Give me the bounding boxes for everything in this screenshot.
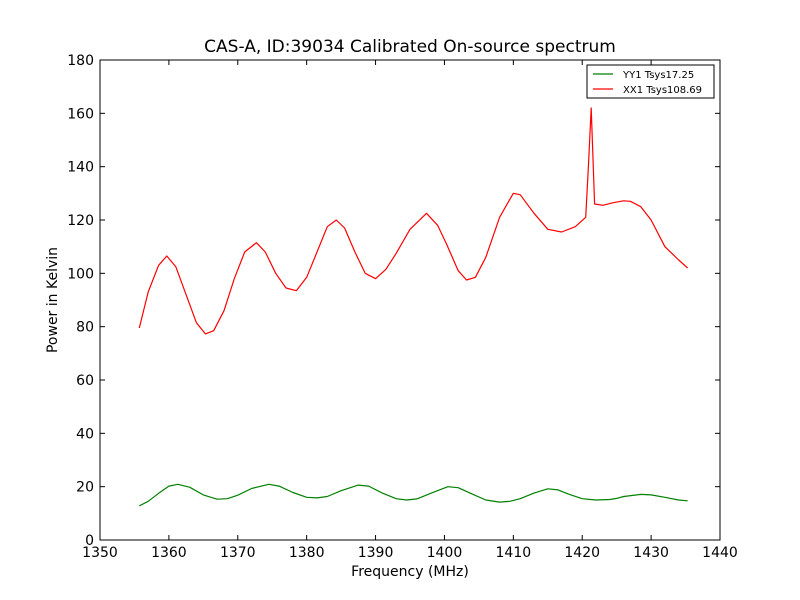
plot-frame — [99, 59, 721, 541]
legend-box — [586, 64, 715, 99]
ticks-layer: 1350 1360 1370 1380 1390 1400 1410 1420 1430 1440… — [67, 53, 738, 561]
legend-label-0: YY1 Tsys17.25 — [622, 70, 694, 81]
x-tick-label: 1400 — [427, 545, 463, 561]
x-axis-title: Frequency (MHz) — [351, 564, 469, 580]
x-tick-label: 1420 — [564, 545, 600, 561]
y-tick-label: 120 — [67, 213, 94, 229]
legend: YY1 Tsys17.25 XX1 Tsys108.69 — [586, 64, 715, 99]
chart-title: CAS-A, ID:39034 Calibrated On-source spe… — [204, 37, 616, 57]
y-tick-label: 40 — [76, 426, 94, 442]
series-line-1 — [138, 107, 689, 335]
y-tick-label: 100 — [67, 266, 94, 282]
plot-area — [100, 60, 720, 540]
y-tick-label: 60 — [76, 373, 94, 389]
x-tick-label: 1350 — [82, 545, 118, 561]
y-tick-label: 180 — [67, 53, 94, 69]
y-tick-label: 20 — [76, 480, 94, 496]
x-tick-label: 1410 — [496, 545, 532, 561]
legend-label-1: XX1 Tsys108.69 — [623, 85, 702, 96]
x-tick-label: 1370 — [220, 545, 256, 561]
x-tick-label: 1360 — [151, 545, 187, 561]
x-tick-label: 1440 — [702, 545, 738, 561]
series-layer — [138, 107, 689, 507]
y-tick-label: 160 — [67, 106, 94, 122]
x-tick-label: 1390 — [358, 545, 394, 561]
series-line-0 — [139, 483, 688, 507]
x-tick-label: 1380 — [289, 545, 325, 561]
y-tick-label: 0 — [85, 533, 94, 549]
y-tick-label: 140 — [67, 160, 94, 176]
y-tick-label: 80 — [76, 320, 94, 336]
x-tick-label: 1430 — [633, 545, 669, 561]
y-axis-title: Power in Kelvin — [45, 247, 61, 353]
